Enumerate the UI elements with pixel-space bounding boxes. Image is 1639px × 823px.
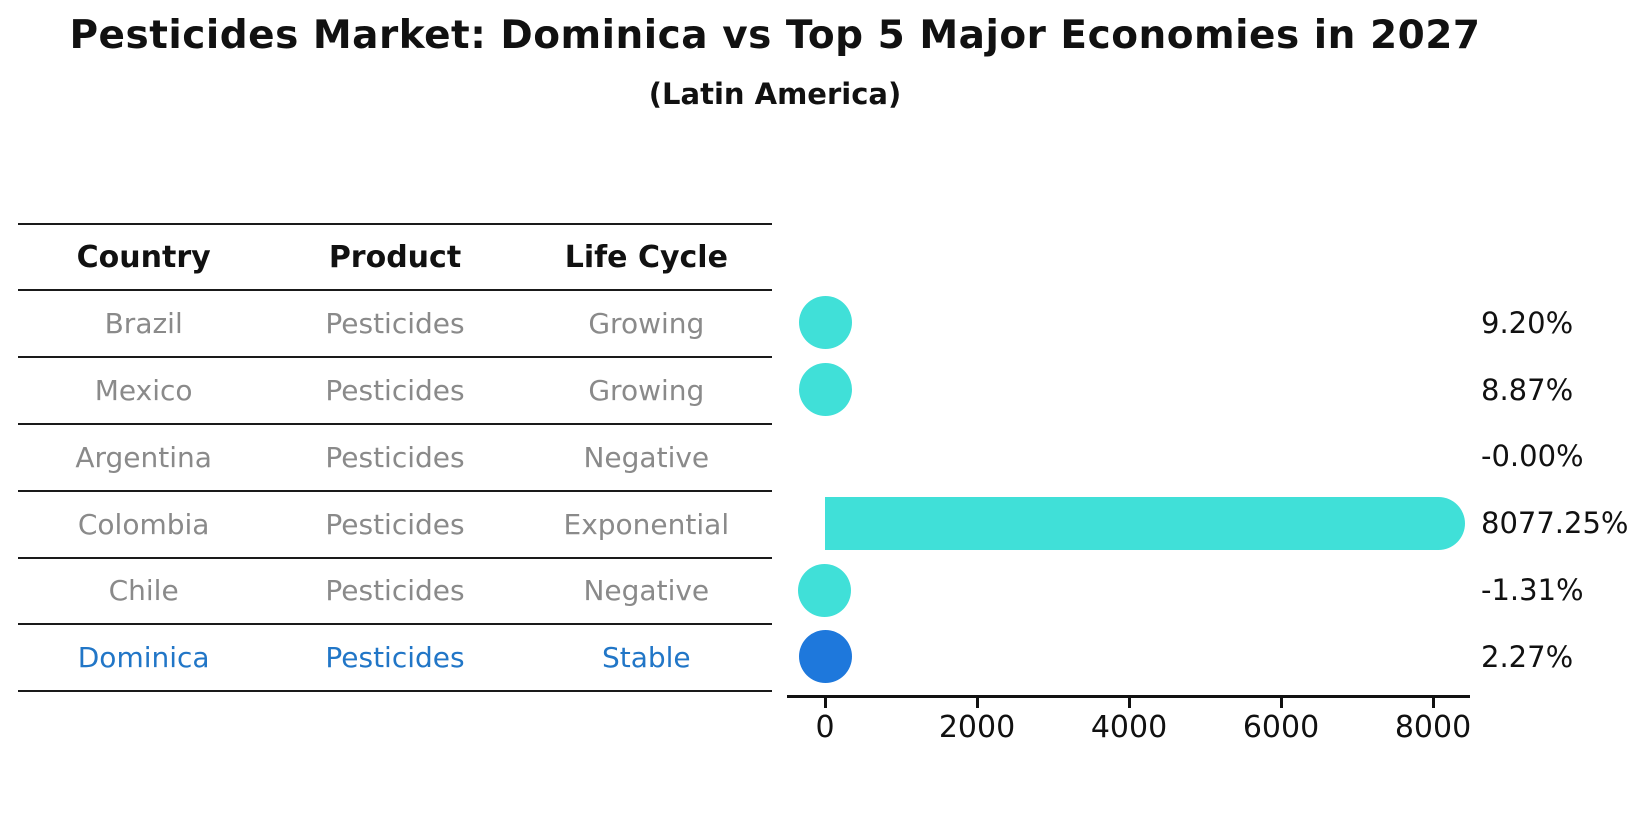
table-header-cell: Product <box>328 239 462 275</box>
table-cell-product: Pesticides <box>325 507 465 541</box>
x-axis-tick-label: 2000 <box>938 710 1016 745</box>
table-cell-country: Dominica <box>77 641 210 675</box>
market-table: Country Product Life Cycle Brazil Pesticides… <box>18 223 772 693</box>
bar-brazil <box>798 296 852 350</box>
table-row-brazil: Brazil Pesticides Growing <box>18 289 772 356</box>
value-label-colombia: 8077.25% <box>1481 506 1629 541</box>
table-row-chile: Chile Pesticides Negative <box>18 556 772 624</box>
bar-mexico <box>798 363 852 417</box>
table-header-cell: Life Cycle <box>564 239 728 275</box>
table-cell-life-cycle: Exponential <box>563 507 730 541</box>
table-cell-product: Pesticides <box>325 574 465 608</box>
x-axis-tick <box>1431 698 1435 708</box>
table-header-cell: Country <box>76 239 211 275</box>
x-axis-tick-label: 8000 <box>1394 710 1472 745</box>
table-cell-life-cycle: Negative <box>583 440 710 474</box>
x-axis-tick <box>975 698 979 708</box>
table-cell-product: Pesticides <box>325 307 465 341</box>
table-cell-country: Colombia <box>77 507 210 541</box>
x-axis-tick <box>1279 698 1283 708</box>
table-row-colombia: Colombia Pesticides Exponential <box>18 489 772 557</box>
title-block: Pesticides Market: Dominica vs Top 5 Maj… <box>0 12 1550 112</box>
table-row-argentina: Argentina Pesticides Negative <box>18 422 772 490</box>
table-row-mexico: Mexico Pesticides Growing <box>18 356 772 423</box>
table-cell-country: Chile <box>108 574 179 608</box>
table-row-dominica: Dominica Pesticides Stable <box>18 623 772 690</box>
value-label-mexico: 8.87% <box>1481 372 1574 407</box>
table-cell-country: Argentina <box>75 440 212 474</box>
table-cell-product: Pesticides <box>325 440 465 474</box>
table-cell-life-cycle: Negative <box>583 574 710 608</box>
bar-chile <box>798 563 852 617</box>
table-cell-product: Pesticides <box>325 641 465 675</box>
value-label-chile: -1.31% <box>1481 573 1584 607</box>
value-label-brazil: 9.20% <box>1481 305 1574 340</box>
bar-dominica <box>798 630 852 684</box>
x-axis-tick-label: 4000 <box>1090 710 1168 745</box>
x-axis-tick <box>823 698 827 708</box>
table-cell-country: Mexico <box>94 374 193 408</box>
figure-title: Pesticides Market: Dominica vs Top 5 Maj… <box>69 13 1481 58</box>
table-cell-life-cycle: Stable <box>601 641 691 675</box>
value-label-argentina: -0.00% <box>1481 439 1584 474</box>
x-axis-tick <box>1127 698 1131 708</box>
bar-colombia <box>825 496 1466 550</box>
figure-subtitle: (Latin America) <box>648 77 902 111</box>
x-axis-tick-label: 6000 <box>1242 710 1320 745</box>
value-label-dominica: 2.27% <box>1481 639 1574 674</box>
table-cell-product: Pesticides <box>325 374 465 408</box>
table-cell-life-cycle: Growing <box>588 374 705 408</box>
table-header-row: Country Product Life Cycle <box>18 223 772 289</box>
x-axis-tick-label: 0 <box>815 710 835 745</box>
table-cell-country: Brazil <box>104 307 183 341</box>
table-cell-life-cycle: Growing <box>588 307 705 341</box>
x-axis-line <box>787 695 1470 698</box>
